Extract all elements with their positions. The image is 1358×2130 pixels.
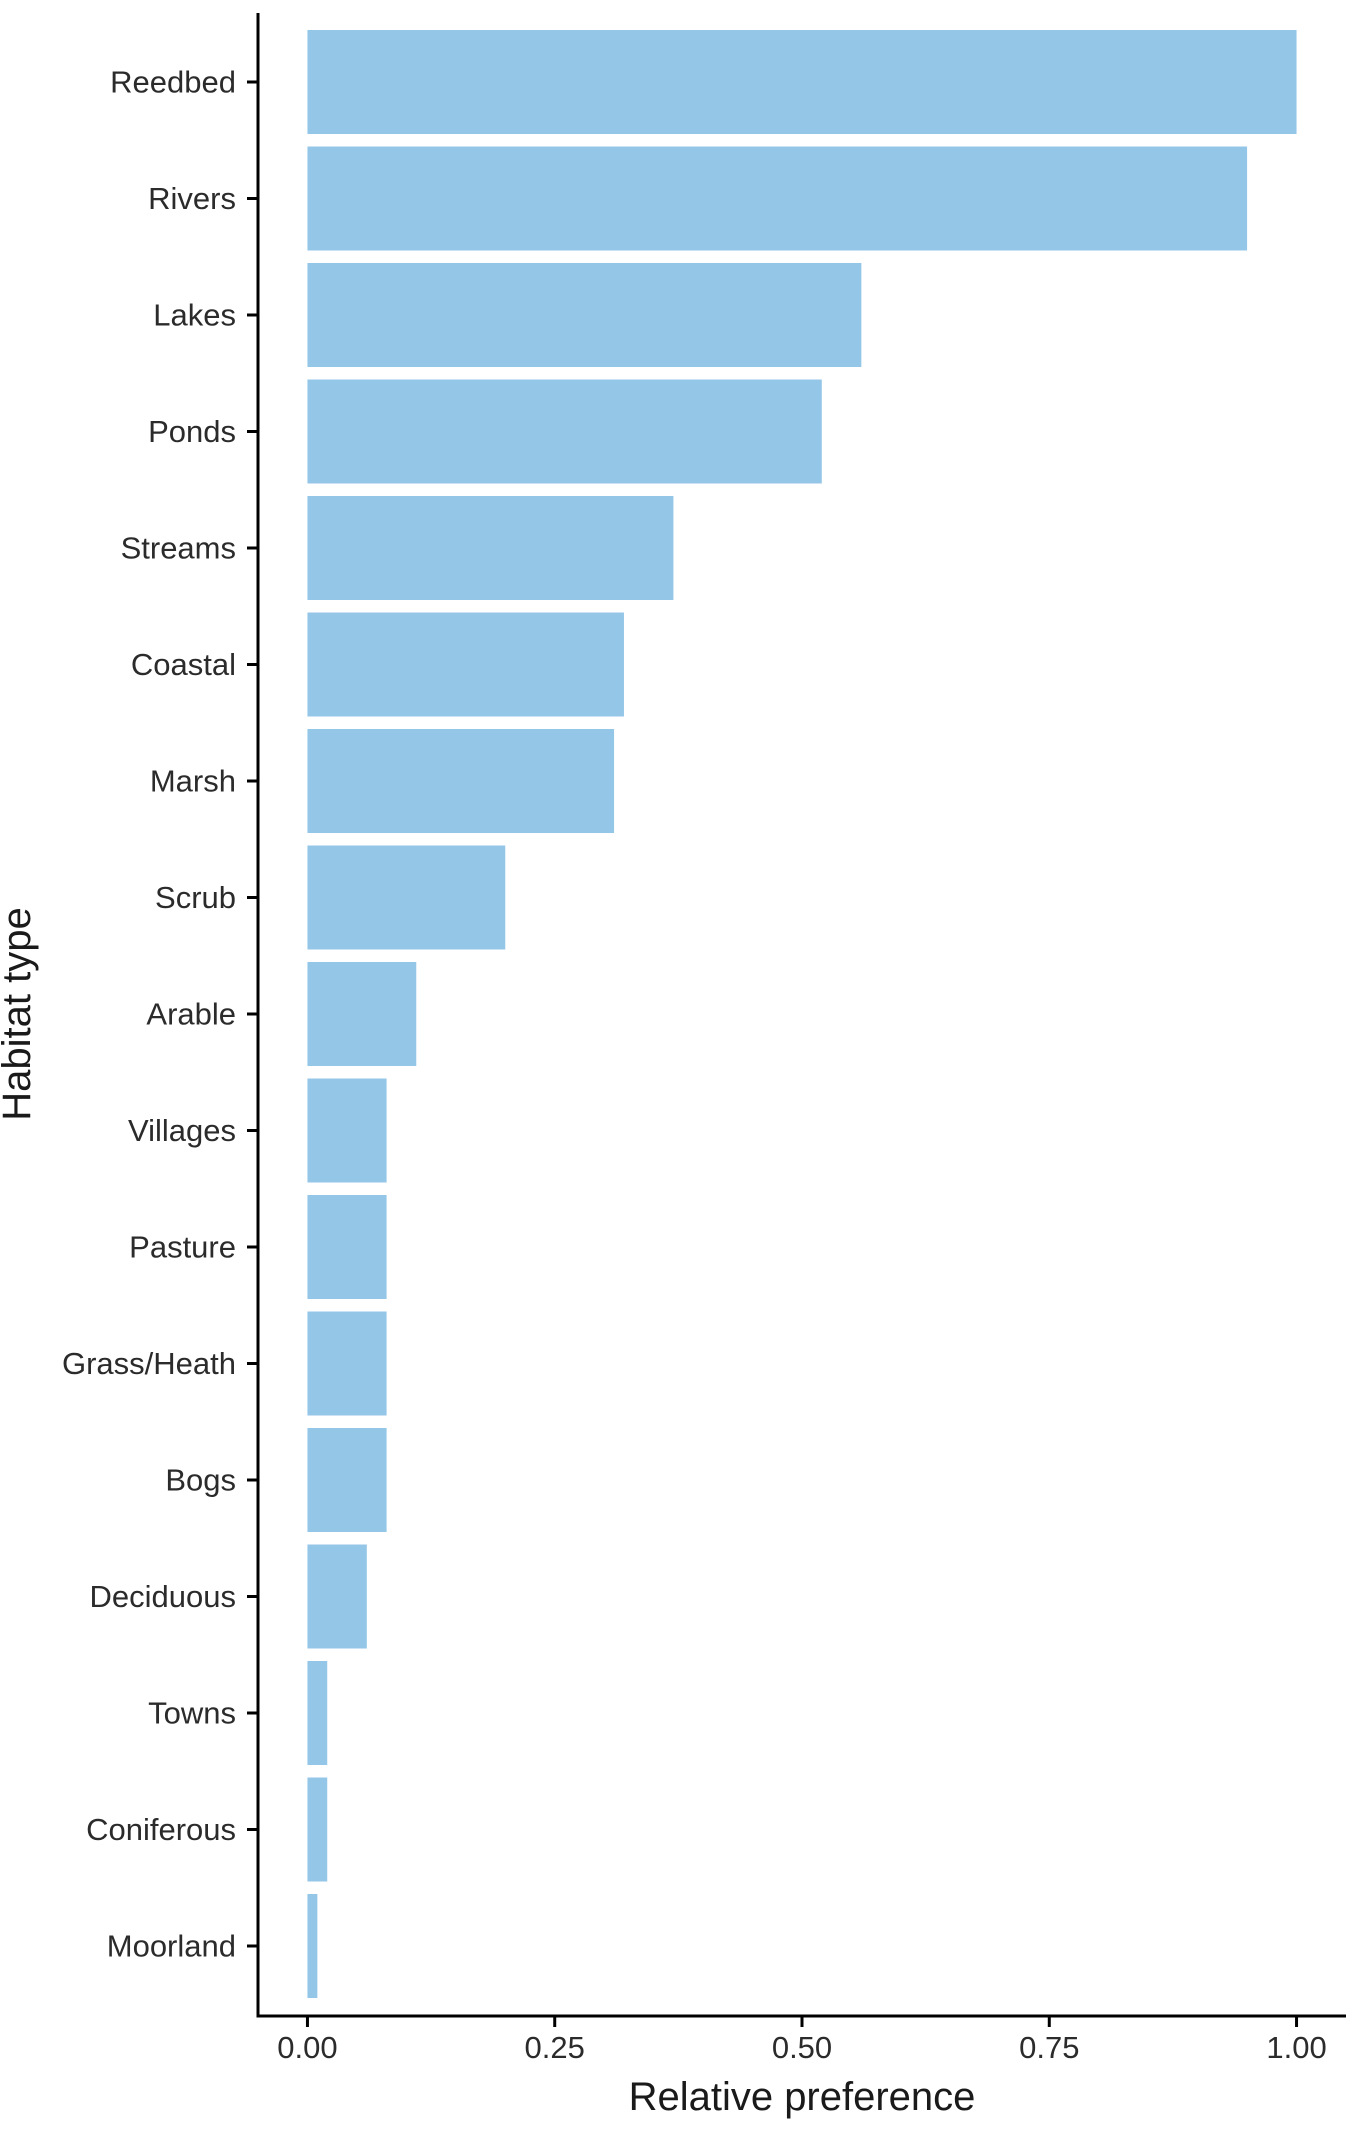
bar-villages [307, 1078, 387, 1183]
bar-arable [307, 962, 417, 1066]
x-axis: 0.00 0.25 0.50 0.75 1.00 [256, 2014, 1346, 2065]
y-tick-label-towns: Towns [148, 1696, 236, 1731]
bar-ponds [307, 379, 822, 484]
y-tick-label-arable: Arable [146, 997, 236, 1032]
bar-lakes [307, 263, 862, 367]
y-tick-label-bogs: Bogs [165, 1463, 236, 1498]
bar-rivers [307, 146, 1248, 251]
bar-pasture [307, 1195, 387, 1299]
x-tick-label: 0.75 [1019, 2030, 1079, 2065]
y-tick-label-coniferous: Coniferous [86, 1812, 236, 1847]
y-tick-label-villages: Villages [128, 1113, 236, 1148]
x-tick-label: 0.50 [772, 2030, 832, 2065]
bar-group [307, 30, 1297, 1998]
bar-towns [307, 1661, 328, 1765]
y-tick-label-reedbed: Reedbed [110, 65, 236, 100]
y-tick-label-rivers: Rivers [148, 181, 236, 216]
bar-marsh [307, 729, 615, 833]
x-tick-label: 0.25 [525, 2030, 585, 2065]
x-tick-label: 0.00 [277, 2030, 337, 2065]
y-axis-title: Habitat type [0, 907, 39, 1120]
bar-deciduous [307, 1544, 367, 1649]
bar-moorland [307, 1894, 318, 1998]
y-tick-label-streams: Streams [121, 531, 236, 566]
y-tick-label-coastal: Coastal [131, 647, 236, 682]
y-tick-label-grass-heath: Grass/Heath [62, 1346, 236, 1381]
bar-reedbed [307, 30, 1297, 134]
y-tick-label-ponds: Ponds [148, 414, 236, 449]
bar-coniferous [307, 1777, 328, 1882]
y-tick-label-pasture: Pasture [129, 1230, 236, 1265]
x-tick-label: 1.00 [1266, 2030, 1326, 2065]
y-tick-label-moorland: Moorland [107, 1929, 236, 1964]
y-tick-label-lakes: Lakes [153, 298, 236, 333]
y-tick-label-marsh: Marsh [150, 764, 236, 799]
y-tick-label-deciduous: Deciduous [90, 1579, 236, 1614]
bar-coastal [307, 612, 624, 717]
bar-grass-heath [307, 1311, 387, 1416]
bar-streams [307, 496, 674, 600]
y-tick-label-scrub: Scrub [155, 880, 236, 915]
y-axis: Reedbed Rivers Lakes Ponds Streams Coastal Mar… [62, 13, 260, 2018]
bar-scrub [307, 845, 506, 950]
bar-bogs [307, 1428, 387, 1532]
x-axis-title: Relative preference [629, 2075, 976, 2119]
